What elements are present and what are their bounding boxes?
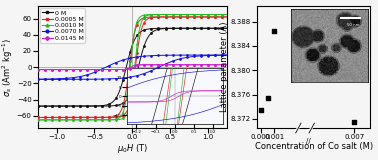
- Point: [271, 29, 277, 32]
- Text: //: //: [306, 138, 310, 144]
- X-axis label: $\mu_0H$ (T): $\mu_0H$ (T): [117, 142, 148, 155]
- Point: [258, 108, 264, 111]
- Y-axis label: $\sigma_s$ (Am$^2$ kg$^{-1}$): $\sigma_s$ (Am$^2$ kg$^{-1}$): [1, 38, 15, 97]
- Point: [352, 121, 358, 123]
- Legend: 0 M, 0.0005 M, 0.0010 M, 0.0070 M, 0.0145 M: 0 M, 0.0005 M, 0.0010 M, 0.0070 M, 0.014…: [40, 8, 85, 43]
- Point: [265, 96, 271, 99]
- Y-axis label: Lattice parameter (Å): Lattice parameter (Å): [218, 22, 229, 112]
- X-axis label: Concentration of Co salt (M): Concentration of Co salt (M): [255, 142, 373, 151]
